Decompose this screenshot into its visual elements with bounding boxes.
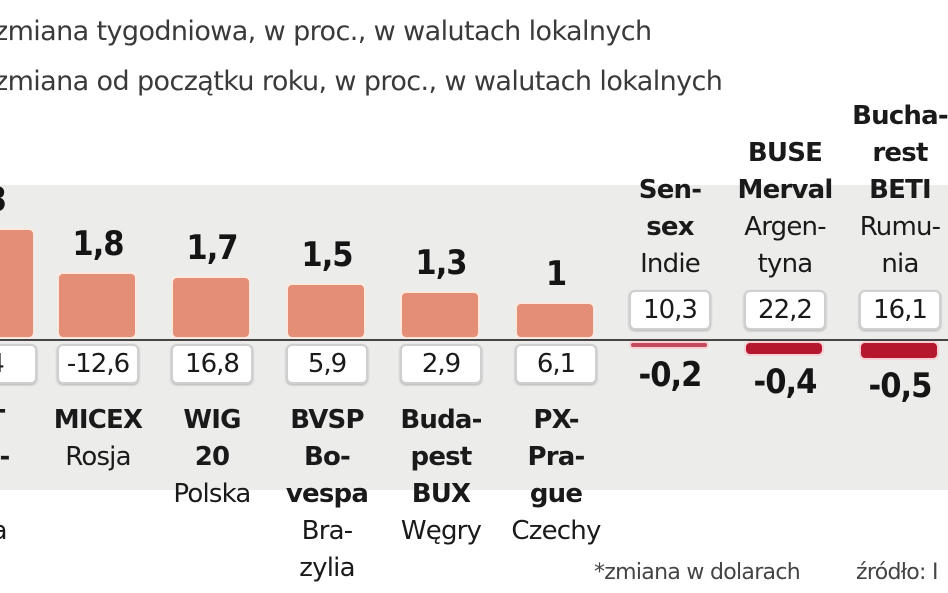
chart-column: 1,5 5,9 BVSP Bo-vespa Bra-zylia	[270, 0, 384, 593]
index-name-line: 20	[194, 442, 230, 472]
index-name-line: Bo-	[303, 442, 351, 472]
weekly-change-value: 1	[545, 254, 567, 294]
weekly-change-value: -0,2	[638, 355, 703, 395]
index-name-line: Buda-	[400, 405, 482, 435]
negative-bar	[859, 341, 939, 360]
index-name-line: l	[0, 476, 53, 513]
index-name-line: Bucha-	[852, 101, 948, 131]
weekly-change-value: -0,4	[753, 362, 818, 402]
positive-bar	[171, 276, 251, 339]
index-label: Buda-pest BUX Węgry	[384, 402, 498, 550]
positive-bar	[400, 291, 480, 339]
index-name-line: BUSE	[747, 138, 823, 168]
country-name-line: Węgry	[400, 516, 482, 546]
source-label: źródło: I	[856, 560, 939, 585]
index-name-line: pest	[410, 442, 473, 472]
weekly-change-value: 1,3	[415, 243, 467, 283]
country-name-line: tyna	[757, 249, 814, 279]
country-name-line: Bra-	[301, 516, 353, 546]
negative-bar	[629, 341, 709, 349]
chart-column: 1 6,1 PX- Pra-gue Czechy	[499, 0, 613, 593]
legend-ytd-change: zmiana od początku roku, w proc., w walu…	[0, 66, 723, 97]
country-name-line: nia	[881, 249, 919, 279]
index-name-line: o-	[0, 442, 10, 472]
country-name-line: zylia	[299, 553, 355, 583]
weekly-change-value: 1,7	[186, 228, 238, 268]
ytd-change-box: -12,6	[57, 344, 139, 384]
index-name-line: Sen-	[638, 175, 702, 205]
index-name-line: sex	[646, 212, 694, 242]
country-name-line: Rosja	[65, 442, 131, 472]
index-name-line: gue	[529, 479, 583, 509]
chart-column: -0,4 22,2 BUSE Merval Argen-tyna	[728, 0, 842, 593]
ytd-change-box: 16,1	[859, 290, 941, 330]
index-name-line: BVSP	[290, 405, 364, 435]
index-label: BUSE Merval Argen-tyna	[728, 135, 842, 283]
negative-bar	[744, 341, 824, 356]
ytd-change-box: 10,3	[629, 290, 711, 330]
index-label: To-lja	[0, 402, 53, 550]
country-name-line: Czechy	[511, 516, 601, 546]
chart-column: 1,8 -12,6 MICEX Rosja	[41, 0, 155, 593]
positive-bar	[286, 283, 366, 339]
positive-bar	[0, 228, 35, 339]
index-name-line: BUX	[411, 479, 471, 509]
country-name-line: ja	[0, 513, 53, 550]
index-name-line: rest	[872, 138, 928, 168]
index-label: PX- Pra-gue Czechy	[499, 402, 613, 550]
index-name-line: T	[0, 402, 53, 439]
country-name-line: Indie	[640, 249, 701, 279]
positive-bar	[515, 302, 595, 339]
zero-baseline	[0, 339, 948, 341]
country-name-line: Polska	[173, 479, 251, 509]
index-name-line: vespa	[285, 479, 369, 509]
weekly-change-value: 1,8	[72, 224, 124, 264]
ytd-change-box: 22,2	[744, 290, 826, 330]
country-name-line: Rumu-	[859, 212, 941, 242]
index-name-line: MICEX	[53, 405, 143, 435]
positive-bar	[57, 272, 137, 339]
footnote-dollars: *zmiana w dolarach	[594, 560, 801, 585]
ytd-change-box: 4	[0, 344, 37, 384]
chart-column: -0,2 10,3 Sen-sex Indie	[613, 0, 727, 593]
chart-column: 3 4 To-lja	[0, 0, 53, 593]
index-label: Sen-sex Indie	[613, 172, 727, 283]
index-name-line: PX-	[533, 405, 579, 435]
index-label: MICEX Rosja	[41, 402, 155, 476]
weekly-change-value: 1,5	[301, 235, 353, 275]
ytd-change-box: 2,9	[400, 344, 482, 384]
weekly-change-value: -0,5	[868, 366, 933, 406]
index-label: BVSP Bo-vespa Bra-zylia	[270, 402, 384, 587]
chart-column: -0,5 16,1 Bucha-rest BETI Rumu-nia	[843, 0, 948, 593]
index-name-line: WIG	[183, 405, 241, 435]
ytd-change-box: 6,1	[515, 344, 597, 384]
index-name-line: BETI	[869, 175, 932, 205]
index-label: WIG 20 Polska	[155, 402, 269, 513]
legend-weekly-change: zmiana tygodniowa, w proc., w walutach l…	[0, 16, 652, 47]
index-name-line: Merval	[737, 175, 834, 205]
chart-column: 1,3 2,9 Buda-pest BUX Węgry	[384, 0, 498, 593]
ytd-change-box: 16,8	[171, 344, 253, 384]
index-name-line: Pra-	[527, 442, 585, 472]
ytd-change-box: 5,9	[286, 344, 368, 384]
chart-column: 1,7 16,8 WIG 20 Polska	[155, 0, 269, 593]
index-label: Bucha-rest BETI Rumu-nia	[843, 98, 948, 283]
country-name-line: Argen-	[744, 212, 826, 242]
weekly-change-value: 3	[0, 180, 53, 220]
